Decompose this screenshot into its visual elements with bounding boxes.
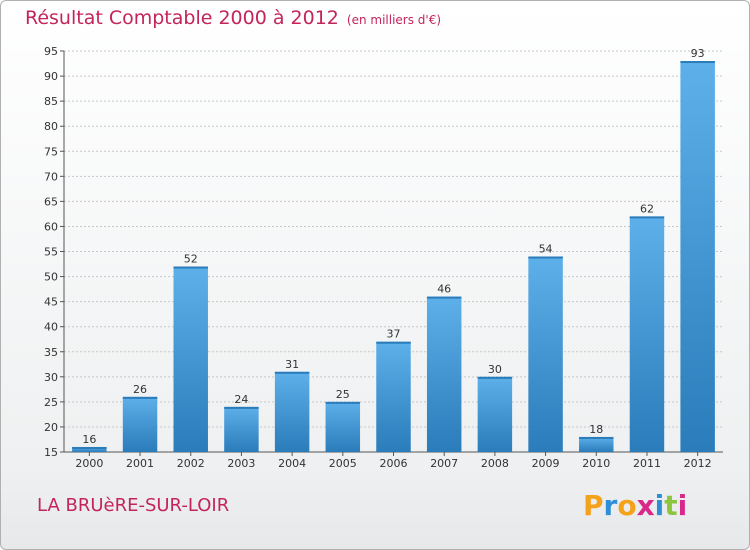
data-label: 62 bbox=[640, 202, 654, 215]
y-tick-label: 95 bbox=[44, 45, 58, 58]
proxiti-logo: Proxiti bbox=[583, 489, 687, 522]
x-tick-label: 2003 bbox=[227, 457, 255, 470]
bar-top-edge bbox=[376, 341, 411, 344]
x-tick-label: 2002 bbox=[177, 457, 205, 470]
bar-top-edge bbox=[72, 446, 107, 449]
bar-2003 bbox=[224, 406, 259, 452]
x-tick-label: 2004 bbox=[278, 457, 306, 470]
x-tick-label: 2007 bbox=[430, 457, 458, 470]
y-tick-label: 65 bbox=[44, 195, 58, 208]
bar-2009 bbox=[528, 256, 563, 452]
chart-subtitle: (en milliers d'€) bbox=[346, 13, 442, 27]
data-label: 46 bbox=[437, 283, 451, 296]
bar-top-edge bbox=[173, 266, 208, 269]
labels: 15 20 25 30 35 40 45 50 55 60 65 70 75 80 85 90 95 16 2000… bbox=[44, 45, 712, 470]
data-label: 18 bbox=[589, 423, 603, 436]
y-tick-label: 45 bbox=[44, 296, 58, 309]
bar-top-edge bbox=[122, 396, 158, 399]
data-label: 24 bbox=[234, 393, 248, 406]
y-tick-label: 40 bbox=[44, 321, 58, 334]
bar-top-edge bbox=[325, 401, 361, 404]
x-tick-label: 2011 bbox=[633, 457, 661, 470]
bar-top-edge bbox=[680, 61, 715, 64]
logo-letter: i bbox=[654, 489, 665, 522]
bar-top-edge bbox=[528, 256, 563, 259]
logo-letter: o bbox=[617, 489, 637, 522]
bar-top-edge bbox=[629, 216, 665, 219]
bar-2008 bbox=[477, 376, 513, 452]
bars bbox=[72, 61, 715, 453]
x-tick-label: 2009 bbox=[532, 457, 560, 470]
bar-2005 bbox=[325, 401, 361, 452]
data-label: 31 bbox=[285, 358, 299, 371]
logo-letter: r bbox=[603, 489, 618, 522]
y-tick-label: 85 bbox=[44, 95, 58, 108]
x-tick-label: 2006 bbox=[380, 457, 408, 470]
bar-2007 bbox=[426, 296, 462, 452]
y-tick-label: 80 bbox=[44, 120, 58, 133]
logo-letter: P bbox=[583, 489, 604, 522]
data-label: 52 bbox=[184, 253, 198, 266]
y-tick-label: 75 bbox=[44, 145, 58, 158]
data-label: 54 bbox=[539, 243, 553, 256]
data-label: 93 bbox=[691, 47, 705, 60]
y-tick-label: 55 bbox=[44, 246, 58, 259]
grid-lines bbox=[64, 50, 723, 453]
x-tick-label: 2001 bbox=[126, 457, 154, 470]
logo-letter: x bbox=[636, 489, 655, 522]
data-label: 26 bbox=[133, 383, 147, 396]
y-tick-label: 30 bbox=[44, 371, 58, 384]
y-tick-label: 70 bbox=[44, 170, 58, 183]
bar-2004 bbox=[274, 371, 310, 452]
y-tick-label: 35 bbox=[44, 346, 58, 359]
bar-2006 bbox=[376, 341, 411, 452]
chart-title-main: Résultat Comptable 2000 à 2012 bbox=[25, 7, 339, 29]
bar-2001 bbox=[122, 396, 158, 452]
y-tick-label: 50 bbox=[44, 271, 58, 284]
bar-top-edge bbox=[274, 371, 310, 374]
x-tick-label: 2010 bbox=[582, 457, 610, 470]
bar-2000 bbox=[72, 446, 107, 452]
data-label: 16 bbox=[82, 433, 96, 446]
bar-2002 bbox=[173, 266, 208, 452]
logo-letter: i bbox=[677, 489, 688, 522]
data-label: 25 bbox=[336, 388, 350, 401]
bar-top-edge bbox=[224, 406, 259, 409]
data-label: 37 bbox=[387, 328, 401, 341]
bar-top-edge bbox=[426, 296, 462, 299]
logo-letter: t bbox=[664, 489, 678, 522]
x-tick-label: 2005 bbox=[329, 457, 357, 470]
bar-2012 bbox=[680, 61, 715, 453]
bar-top-edge bbox=[579, 436, 614, 439]
x-tick-label: 2008 bbox=[481, 457, 509, 470]
x-tick-label: 2000 bbox=[75, 457, 103, 470]
bar-top-edge bbox=[477, 376, 513, 379]
bar-2011 bbox=[629, 216, 665, 452]
bar-2010 bbox=[579, 436, 614, 452]
y-tick-label: 25 bbox=[44, 396, 58, 409]
y-tick-label: 15 bbox=[44, 446, 58, 459]
x-tick-label: 2012 bbox=[684, 457, 712, 470]
y-tick-label: 60 bbox=[44, 220, 58, 233]
data-label: 30 bbox=[488, 363, 502, 376]
y-tick-label: 90 bbox=[44, 70, 58, 83]
chart-title: Résultat Comptable 2000 à 2012 (en millie… bbox=[25, 7, 441, 29]
y-tick-label: 20 bbox=[44, 421, 58, 434]
commune-name: LA BRUèRE-SUR-LOIR bbox=[37, 495, 230, 516]
